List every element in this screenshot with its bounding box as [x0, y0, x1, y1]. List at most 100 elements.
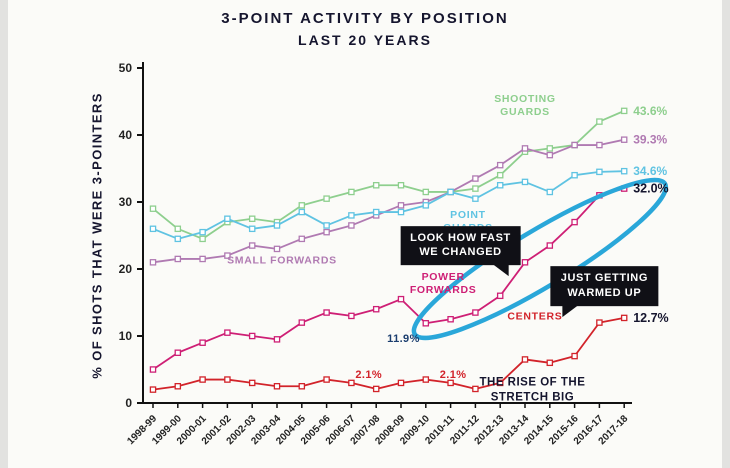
series-marker-small-forwards [472, 175, 479, 182]
series-marker-power-forwards [174, 349, 182, 356]
series-marker-shooting-guards [174, 225, 182, 233]
series-marker-small-forwards [571, 141, 578, 149]
series-marker-point-guards [620, 167, 628, 175]
series-marker-point-guards [521, 178, 529, 186]
series-marker-point-guards [298, 208, 306, 216]
series-marker-small-forwards [273, 245, 281, 253]
series-marker-power-forwards [372, 305, 380, 313]
series-marker-centers [199, 376, 206, 383]
series-marker-point-guards [199, 228, 206, 236]
series-marker-centers [620, 314, 628, 322]
y-tick-label: 10 [119, 329, 133, 343]
y-tick-label: 40 [119, 128, 133, 142]
page-edge-right [722, 0, 730, 468]
series-marker-point-guards [496, 181, 504, 189]
end-value-label-point-guards: 34.6% [633, 164, 667, 178]
series-marker-shooting-guards [199, 235, 206, 243]
series-marker-point-guards [348, 212, 355, 219]
series-marker-point-guards [397, 208, 405, 216]
series-marker-shooting-guards [620, 107, 628, 115]
series-marker-centers [472, 385, 479, 393]
series-marker-centers [447, 379, 454, 387]
series-marker-centers [422, 376, 430, 383]
end-value-label-centers: 12.7% [633, 311, 668, 325]
y-tick-label: 30 [119, 195, 133, 209]
series-marker-centers [149, 386, 157, 393]
series-marker-shooting-guards [546, 145, 554, 152]
series-marker-small-forwards [149, 259, 157, 266]
series-marker-power-forwards [546, 242, 554, 249]
series-marker-centers [323, 376, 330, 383]
series-marker-small-forwards [224, 252, 231, 259]
series-marker-point-guards [174, 235, 182, 243]
series-marker-point-guards [447, 188, 454, 196]
series-marker-point-guards [224, 215, 231, 222]
series-marker-small-forwards [596, 141, 603, 149]
series-marker-power-forwards [472, 309, 479, 316]
series-marker-small-forwards [248, 242, 256, 249]
series-marker-centers [273, 382, 281, 390]
series-marker-power-forwards [199, 339, 206, 346]
end-value-label-power-forwards: 32.0% [633, 182, 668, 196]
chart-title: 3-POINT ACTIVITY BY POSITION LAST 20 YEA… [0, 10, 730, 48]
series-marker-point-guards [571, 171, 578, 179]
series-marker-point-guards [323, 222, 330, 229]
series-marker-shooting-guards [472, 185, 479, 192]
y-tick-label: 50 [119, 61, 133, 75]
series-marker-shooting-guards [596, 118, 603, 125]
series-marker-point-guards [248, 225, 256, 233]
series-marker-point-guards [273, 222, 281, 229]
series-line-centers [152, 317, 625, 391]
series-marker-shooting-guards [422, 188, 430, 196]
series-marker-centers [248, 379, 256, 387]
series-marker-power-forwards [447, 315, 454, 323]
series-marker-small-forwards [298, 235, 306, 243]
series-marker-centers [596, 319, 603, 326]
series-marker-shooting-guards [248, 215, 256, 222]
series-marker-shooting-guards [348, 188, 355, 196]
chart-title-line1: 3-POINT ACTIVITY BY POSITION [221, 10, 509, 27]
series-marker-centers [298, 382, 306, 390]
series-marker-power-forwards [273, 336, 281, 343]
series-marker-small-forwards [348, 222, 355, 229]
series-marker-centers [372, 385, 380, 393]
series-marker-small-forwards [174, 255, 182, 263]
series-marker-small-forwards [620, 136, 628, 143]
series-marker-centers [348, 379, 355, 387]
series-marker-power-forwards [571, 218, 578, 226]
series-marker-power-forwards [521, 259, 529, 266]
series-marker-power-forwards [323, 309, 330, 316]
series-marker-centers [521, 356, 529, 363]
series-line-power-forwards [152, 187, 625, 371]
chart-title-line2: LAST 20 YEARS [298, 32, 432, 48]
series-marker-point-guards [596, 168, 603, 176]
page-edge-left [0, 0, 8, 468]
series-line-point-guards [152, 170, 625, 240]
series-marker-power-forwards [348, 312, 355, 320]
series-marker-centers [571, 352, 578, 360]
series-marker-centers [397, 379, 405, 387]
series-marker-shooting-guards [149, 205, 157, 212]
series-marker-small-forwards [323, 228, 330, 236]
series-marker-point-guards [372, 208, 380, 216]
series-marker-shooting-guards [323, 195, 330, 202]
series-marker-point-guards [472, 195, 479, 202]
series-marker-small-forwards [397, 202, 405, 209]
series-marker-centers [496, 379, 504, 387]
series-marker-centers [174, 382, 182, 390]
series-marker-power-forwards [397, 295, 405, 303]
series-marker-small-forwards [521, 145, 529, 152]
series-marker-power-forwards [149, 366, 157, 373]
series-marker-shooting-guards [372, 181, 380, 189]
y-tick-label: 20 [119, 262, 133, 276]
series-marker-small-forwards [496, 161, 504, 169]
series-marker-power-forwards [248, 332, 256, 340]
series-marker-power-forwards [298, 319, 306, 326]
series-marker-small-forwards [546, 151, 554, 159]
series-marker-point-guards [546, 188, 554, 196]
series-marker-shooting-guards [496, 171, 504, 179]
series-marker-power-forwards [496, 292, 504, 300]
series-marker-shooting-guards [298, 202, 306, 209]
